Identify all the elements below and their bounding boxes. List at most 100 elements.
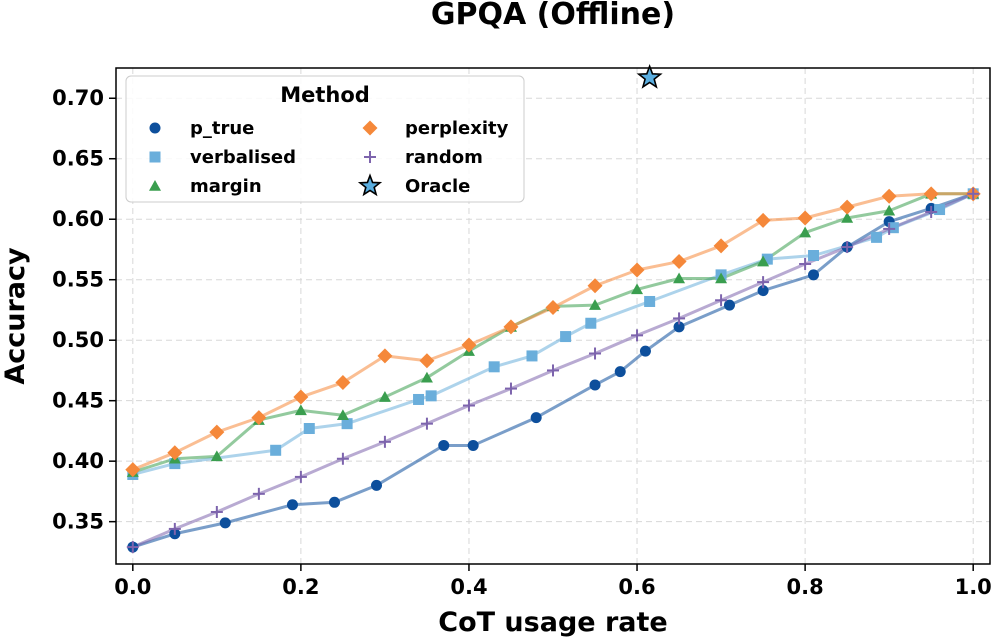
- point-margin: [210, 450, 223, 462]
- point-perplexity: [461, 337, 477, 353]
- point-p_true: [371, 479, 383, 491]
- point-random: [252, 487, 265, 500]
- series-line-perplexity: [132, 192, 974, 472]
- point-random: [673, 312, 686, 325]
- point-random: [336, 452, 349, 465]
- point-perplexity: [797, 210, 813, 226]
- legend: Method p_true perplexity verbalised random m…: [125, 75, 525, 203]
- legend-box: [125, 75, 525, 203]
- x-tick-label: 0.2: [282, 575, 319, 599]
- point-verbalised: [808, 250, 820, 262]
- point-random: [757, 276, 770, 289]
- point-perplexity: [713, 238, 729, 254]
- legend-marker-random: [364, 151, 376, 163]
- point-random: [126, 541, 139, 554]
- plot-frame: [115, 67, 991, 565]
- x-tick-label: 1.0: [955, 575, 992, 599]
- y-tick-label: 0.60: [52, 207, 104, 231]
- point-margin: [799, 226, 812, 238]
- point-perplexity: [671, 254, 687, 270]
- point-margin: [294, 404, 307, 416]
- legend-label-verbalised: verbalised: [190, 147, 296, 168]
- point-random: [462, 399, 475, 412]
- point-perplexity: [293, 389, 309, 405]
- point-margin: [757, 255, 770, 267]
- point-margin: [336, 409, 349, 420]
- y-axis-title: Accuracy: [0, 247, 31, 385]
- x-axis: 0.0 0.2 0.4 0.6 0.8 1.0: [114, 564, 992, 599]
- point-perplexity: [755, 212, 771, 228]
- point-verbalised: [303, 423, 315, 435]
- legend-marker-verbalised: [149, 151, 161, 163]
- legend-label-margin: margin: [190, 176, 262, 197]
- point-random: [715, 294, 728, 307]
- y-tick-label: 0.70: [52, 86, 104, 110]
- legend-marker-p_true: [149, 122, 161, 134]
- point-verbalised: [425, 390, 437, 402]
- point-perplexity: [545, 300, 561, 316]
- legend-title: Method: [280, 83, 370, 107]
- point-p_true: [329, 496, 340, 508]
- y-tick-label: 0.35: [52, 510, 104, 534]
- point-random: [883, 222, 896, 235]
- x-tick-label: 0.4: [450, 575, 487, 599]
- y-tick-label: 0.45: [52, 389, 104, 413]
- point-perplexity: [587, 278, 603, 294]
- point-p_true: [614, 366, 626, 378]
- point-random: [799, 257, 812, 270]
- x-tick-label: 0.8: [787, 575, 824, 599]
- series-line-verbalised: [132, 192, 974, 476]
- point-margin: [589, 299, 602, 310]
- point-random: [504, 382, 517, 395]
- legend-marker-margin: [149, 180, 161, 191]
- point-p_true: [723, 299, 735, 311]
- point-p_true: [438, 439, 450, 451]
- point-perplexity: [335, 375, 351, 391]
- x-tick-label: 0.0: [114, 575, 151, 599]
- point-random: [925, 205, 938, 218]
- x-tick-label: 0.6: [618, 575, 655, 599]
- point-verbalised: [341, 418, 353, 430]
- y-tick-label: 0.55: [52, 268, 104, 292]
- point-perplexity: [209, 424, 225, 440]
- point-verbalised: [488, 361, 500, 373]
- point-perplexity: [503, 319, 519, 335]
- point-margin: [631, 283, 644, 295]
- point-verbalised: [526, 350, 538, 362]
- series-line-p_true: [132, 192, 974, 549]
- point-verbalised: [644, 295, 656, 307]
- point-p_true: [757, 285, 769, 297]
- point-margin: [378, 391, 391, 402]
- series-line-margin: [132, 192, 974, 474]
- point-random: [378, 435, 391, 448]
- point-p_true: [673, 321, 685, 333]
- legend-marker-Oracle: [357, 173, 383, 197]
- point-p_true: [808, 269, 820, 281]
- point-margin: [673, 272, 686, 284]
- point-perplexity: [167, 445, 183, 461]
- point-random: [589, 347, 602, 360]
- point-verbalised: [560, 331, 572, 343]
- point-perplexity: [377, 348, 393, 364]
- point-margin: [420, 371, 433, 383]
- point-verbalised: [169, 458, 181, 470]
- point-verbalised: [585, 317, 597, 329]
- point-margin: [715, 272, 728, 284]
- point-perplexity: [839, 199, 855, 215]
- point-random: [967, 187, 980, 200]
- point-verbalised: [871, 231, 883, 243]
- series-markers: [125, 186, 981, 554]
- point-random: [210, 505, 223, 518]
- point-p_true: [530, 412, 542, 424]
- legend-marker-perplexity: [362, 120, 378, 136]
- legend-label-p_true: p_true: [190, 118, 254, 139]
- legend-items: p_true perplexity verbalised random margin Or…: [149, 118, 509, 197]
- point-perplexity: [629, 262, 645, 278]
- point-random: [547, 364, 559, 377]
- legend-label-random: random: [405, 147, 483, 168]
- point-verbalised: [413, 393, 425, 405]
- oracle-layer: [636, 64, 663, 89]
- oracle-star: [636, 64, 663, 89]
